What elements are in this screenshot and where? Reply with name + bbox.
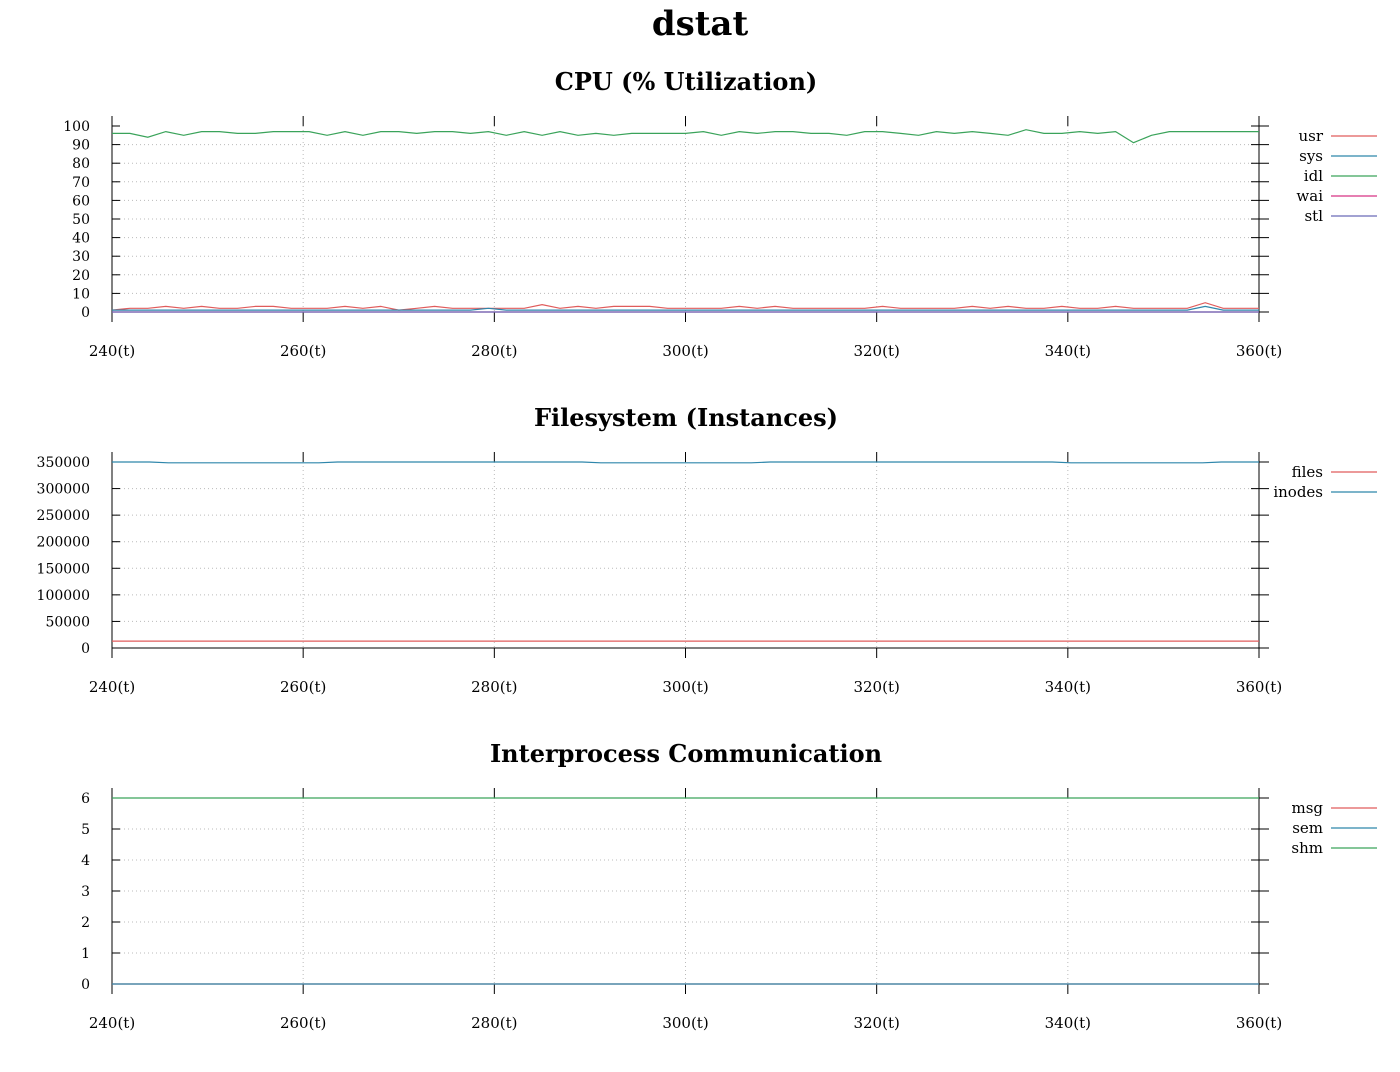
legend-label: usr (1298, 127, 1323, 145)
y-tick-label: 200000 (37, 535, 90, 551)
y-tick-label: 250000 (37, 508, 90, 524)
legend-label: wai (1296, 187, 1323, 205)
x-tick-label: 340(t) (1045, 678, 1091, 696)
y-tick-label: 4 (81, 853, 90, 869)
y-tick-label: 100000 (37, 588, 90, 604)
x-tick-label: 360(t) (1236, 342, 1282, 360)
x-tick-label: 300(t) (662, 1014, 708, 1032)
series-line-usr (111, 302, 1259, 311)
chart-title: CPU (% Utilization) (555, 67, 818, 96)
y-tick-label: 100 (63, 119, 90, 135)
legend-label: idl (1304, 167, 1323, 185)
x-tick-label: 320(t) (853, 678, 899, 696)
y-tick-label: 0 (81, 977, 90, 993)
chart-title: Interprocess Communication (490, 739, 882, 768)
legend-label: msg (1291, 799, 1323, 817)
y-tick-label: 1 (81, 946, 90, 962)
x-tick-label: 240(t) (89, 1014, 135, 1032)
x-tick-label: 280(t) (471, 342, 517, 360)
y-tick-label: 50000 (45, 614, 90, 630)
page-title: dstat (651, 4, 749, 44)
y-tick-label: 5 (81, 822, 90, 838)
x-tick-label: 280(t) (471, 1014, 517, 1032)
x-tick-label: 260(t) (280, 342, 326, 360)
x-tick-label: 320(t) (853, 1014, 899, 1032)
series-line-idl (112, 129, 1259, 144)
y-tick-label: 6 (81, 791, 90, 807)
y-tick-label: 70 (72, 175, 90, 191)
x-tick-label: 340(t) (1045, 342, 1091, 360)
filesystem-chart: Filesystem (Instances) 240(t) 260(t) 280(t… (37, 403, 1377, 696)
x-tick-label: 240(t) (89, 678, 135, 696)
x-tick-label: 260(t) (280, 678, 326, 696)
x-tick-label: 300(t) (662, 678, 708, 696)
x-tick-label: 320(t) (853, 342, 899, 360)
y-tick-label: 350000 (37, 455, 90, 471)
series-line-inodes (112, 461, 1259, 464)
y-tick-label: 40 (72, 231, 90, 247)
legend-label: files (1292, 463, 1323, 481)
series-line-sys (112, 305, 1259, 311)
x-tick-label: 300(t) (662, 342, 708, 360)
legend-label: sys (1299, 147, 1323, 165)
cpu-chart: CPU (% Utilization) 240(t) 260(t) 280(t) 30… (63, 67, 1377, 360)
y-tick-label: 90 (72, 138, 90, 154)
y-tick-label: 150000 (37, 561, 90, 577)
x-tick-label: 340(t) (1045, 1014, 1091, 1032)
x-tick-label: 260(t) (280, 1014, 326, 1032)
y-tick-label: 3 (81, 884, 90, 900)
legend-label: inodes (1273, 483, 1323, 501)
y-tick-label: 0 (81, 305, 90, 321)
y-tick-label: 10 (72, 286, 90, 302)
y-tick-label: 20 (72, 268, 90, 284)
legend-label: shm (1291, 839, 1323, 857)
chart-title: Filesystem (Instances) (534, 403, 838, 432)
y-tick-label: 0 (81, 641, 90, 657)
legend-label: stl (1304, 207, 1323, 225)
y-tick-label: 60 (72, 193, 90, 209)
legend-label: sem (1292, 819, 1323, 837)
ipc-chart: Interprocess Communication 240(t) 260(t) 2… (81, 739, 1377, 1032)
x-tick-label: 240(t) (89, 342, 135, 360)
y-tick-label: 300000 (37, 482, 90, 498)
y-tick-label: 2 (81, 915, 90, 931)
y-tick-label: 30 (72, 249, 90, 265)
x-tick-label: 360(t) (1236, 1014, 1282, 1032)
y-tick-label: 50 (72, 212, 90, 228)
x-tick-label: 360(t) (1236, 678, 1282, 696)
x-tick-label: 280(t) (471, 678, 517, 696)
y-tick-label: 80 (72, 156, 90, 172)
